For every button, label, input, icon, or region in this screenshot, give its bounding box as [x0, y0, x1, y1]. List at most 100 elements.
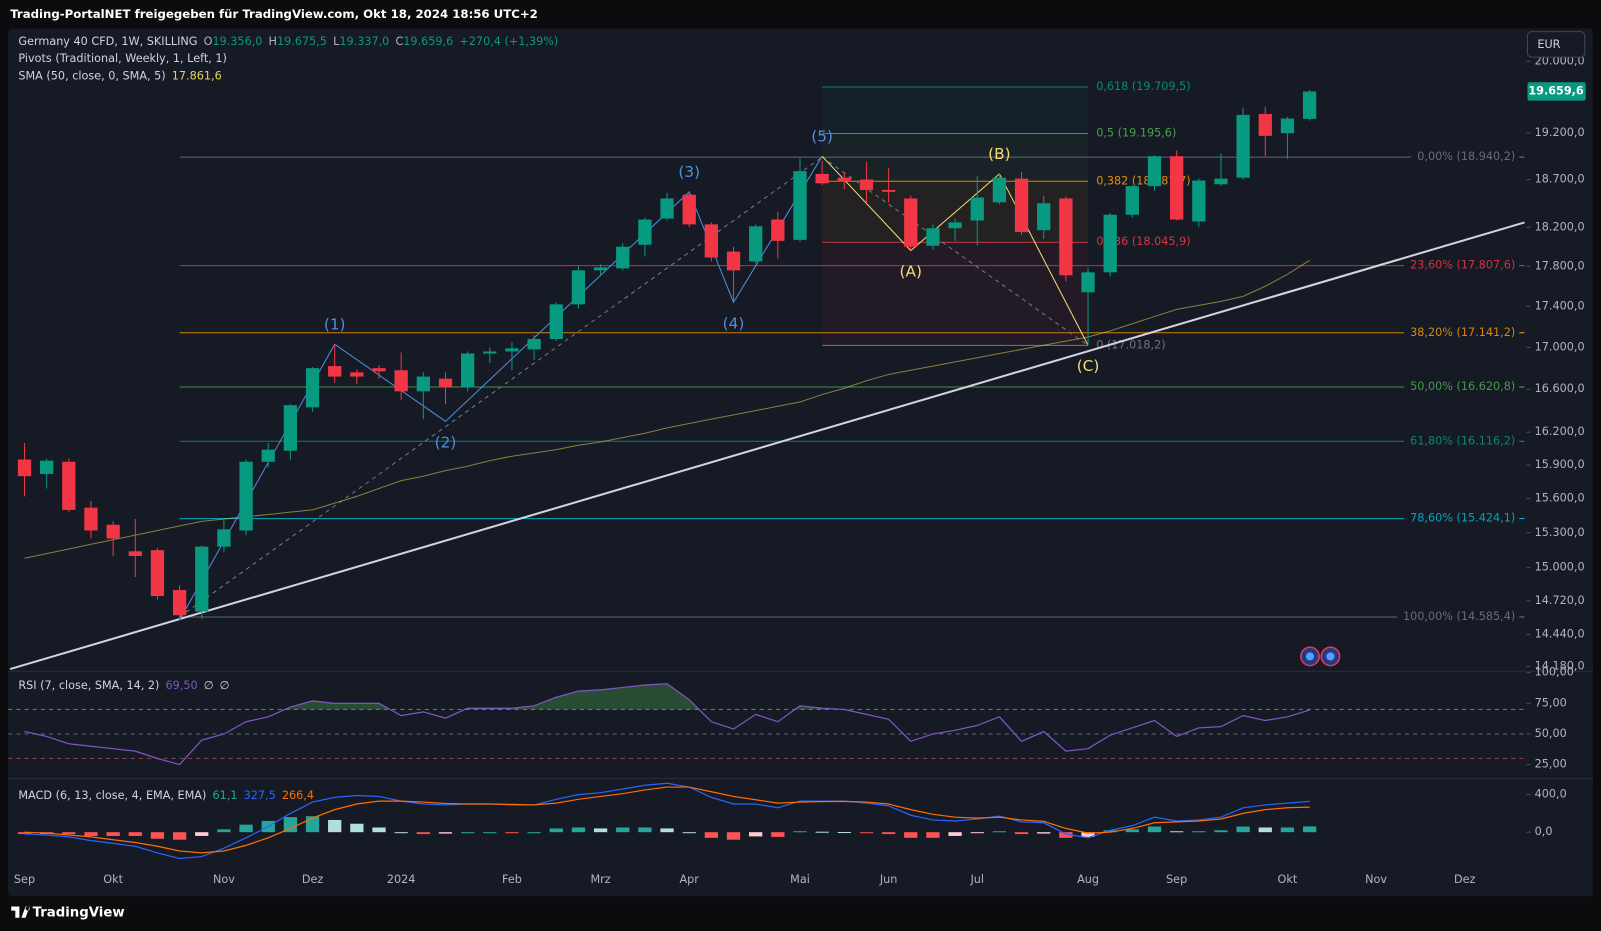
fib-label: 78,60% (15.424,1): [1410, 512, 1515, 525]
histogram-bar: [239, 824, 253, 833]
candle-body: [150, 550, 165, 597]
histogram-bar: [84, 832, 98, 836]
legend-text: 266,4: [282, 789, 314, 802]
histogram-bar: [1059, 832, 1073, 838]
fib-label: 0,5 (19.195,6): [1096, 127, 1176, 140]
candle-body: [461, 353, 475, 388]
histogram-bar: [704, 832, 718, 838]
y-tick-label: 100,00: [1535, 666, 1574, 679]
fib-connector: [821, 156, 1089, 346]
histogram-bar: [328, 819, 342, 833]
fib-label: 0 (17.018,2): [1096, 338, 1165, 351]
y-tick-label: 14.180,0: [1535, 660, 1585, 673]
x-tick-label: Nov: [1365, 873, 1387, 886]
macd-line: [24, 786, 1310, 854]
candle-body: [793, 171, 807, 240]
brand-name: TradingView: [33, 906, 125, 921]
y-tick-label: 15.300,0: [1535, 526, 1585, 539]
y-tick-label: 16.600,0: [1535, 382, 1585, 395]
y-tick-label: 400,0: [1535, 788, 1567, 801]
wave-label: (4): [723, 314, 745, 332]
histogram-bar: [62, 832, 76, 835]
wave-label: (2): [435, 433, 457, 451]
sma-line: [24, 259, 1310, 559]
candle-body: [372, 368, 386, 372]
candle-body: [660, 198, 674, 219]
histogram-bar: [372, 827, 386, 833]
candle-body: [638, 219, 652, 245]
trendline: [9, 221, 1525, 671]
candle-body: [1192, 180, 1206, 222]
histogram-bar: [438, 832, 453, 834]
y-tick-label: 25,00: [1535, 758, 1567, 771]
candle-body: [992, 177, 1007, 203]
y-tick-label: 15.900,0: [1535, 458, 1585, 471]
fib-label: 38,20% (17.141,2): [1410, 326, 1515, 339]
histogram-bar: [904, 832, 918, 838]
candle-body: [483, 351, 497, 354]
histogram-bar: [17, 832, 32, 835]
y-tick-label: 50,00: [1535, 727, 1567, 740]
histogram-bar: [106, 832, 120, 836]
legend-text: 17.861,6: [172, 70, 222, 83]
last-price-label: 19.659,6: [1528, 84, 1584, 97]
currency-label[interactable]: EUR: [1537, 38, 1560, 51]
wave-label: (B): [988, 145, 1010, 163]
candle-body: [616, 246, 630, 269]
wave-label: (A): [900, 263, 922, 281]
candle-body: [1081, 272, 1095, 293]
x-tick-label: Mrz: [590, 873, 610, 886]
histogram-bar: [926, 832, 940, 838]
x-tick-label: Jun: [879, 873, 898, 886]
chart-panel: [8, 28, 1593, 897]
candle-body: [1236, 114, 1250, 178]
legend-text: ∅: [204, 679, 214, 692]
brand-logo: [11, 906, 30, 918]
histogram-bar: [283, 817, 298, 833]
rsi-pane: [8, 683, 1527, 766]
price-pane: 0,00% (18.940,2) 23,60% (17.807,6) 38,20% …: [9, 80, 1525, 671]
currency-button[interactable]: EUR: [1526, 31, 1586, 58]
histogram-bar: [1147, 826, 1162, 833]
candle-body: [1280, 118, 1295, 134]
histogram-bar: [1014, 832, 1029, 835]
histogram-bar: [859, 832, 874, 834]
histogram-bar: [527, 832, 541, 834]
candle-body: [549, 304, 563, 340]
wave-label: (1): [324, 315, 346, 333]
x-tick-label: Sep: [14, 873, 35, 886]
candle-body: [571, 270, 586, 305]
candle-body: [62, 461, 76, 510]
x-tick-label: Nov: [213, 873, 235, 886]
event-icons[interactable]: [1300, 646, 1341, 667]
histogram-bar: [483, 832, 497, 834]
overbought-fill: [284, 683, 845, 710]
x-tick-label: Dez: [302, 873, 324, 886]
histogram-bar: [970, 832, 984, 834]
candle-body: [261, 449, 275, 462]
histogram-bar: [128, 832, 142, 836]
y-tick-label: 15.600,0: [1535, 492, 1585, 505]
x-tick-label: Aug: [1077, 873, 1099, 886]
histogram-bar: [394, 832, 408, 834]
candle-body: [305, 368, 320, 408]
histogram-bar: [1192, 831, 1206, 833]
histogram-bar: [660, 828, 674, 833]
event-icon-dot: [1326, 652, 1335, 661]
y-tick-label: 14.440,0: [1535, 628, 1585, 641]
last-price-tag: [1527, 82, 1586, 101]
legend-text: Germany 40 CFD, 1W, SKILLING: [18, 35, 197, 48]
candle-body: [328, 366, 342, 377]
candle-body: [1258, 113, 1272, 136]
candle-body: [1147, 156, 1162, 187]
candle-body: [881, 189, 896, 192]
candle-body: [527, 339, 541, 350]
histogram-bar: [793, 831, 807, 833]
y-tick-label: 17.400,0: [1535, 299, 1585, 312]
histogram-bar: [461, 832, 475, 834]
currency-box[interactable]: [1526, 31, 1586, 58]
candle-body: [217, 529, 231, 547]
candle-body: [1125, 186, 1139, 215]
candle-body: [350, 372, 364, 377]
histogram-bar: [638, 827, 652, 833]
